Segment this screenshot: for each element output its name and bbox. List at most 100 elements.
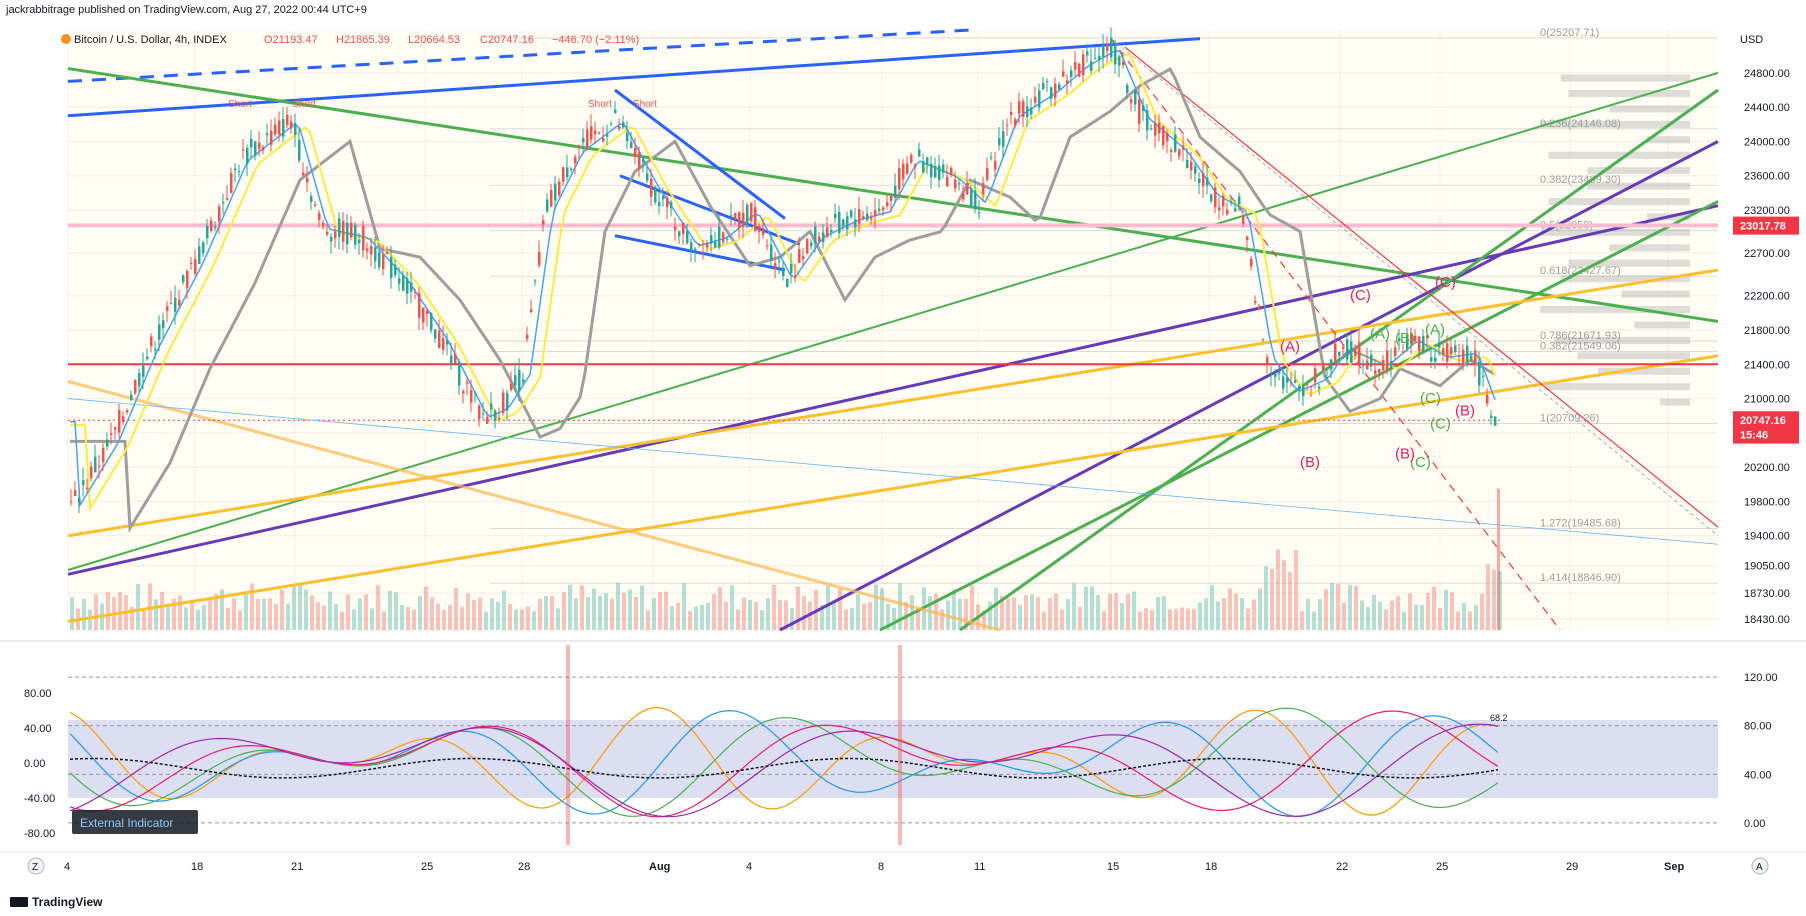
- fib-label-0: 0(25207.71): [1540, 27, 1599, 39]
- chart-frame[interactable]: 0(25207.71) 0.236(24146.08) 0.382(23489.30…: [0, 20, 1806, 890]
- volume-bar: [1264, 565, 1268, 630]
- auto-scale-button[interactable]: A: [1751, 857, 1769, 875]
- publisher-line: jackrabbitrage published on TradingView.…: [6, 4, 367, 16]
- candle-body: [1014, 119, 1017, 126]
- candle-body: [814, 226, 817, 244]
- volume-bar: [106, 592, 110, 630]
- x-tick-label-2: 21: [291, 861, 303, 873]
- indicator-title: External Indicator: [80, 816, 173, 830]
- candle-body: [962, 193, 965, 200]
- candle-body: [538, 252, 541, 266]
- candle-body: [1402, 351, 1405, 354]
- candle-body: [966, 183, 969, 195]
- volume-bar: [952, 589, 956, 630]
- tradingview-logo[interactable]: TradingView: [10, 895, 102, 909]
- candle-body: [298, 140, 301, 161]
- fib-label-6: 0.382(21549.06): [1540, 341, 1621, 353]
- volume-bar: [1288, 571, 1292, 630]
- candle-body: [674, 226, 677, 231]
- x-tick-label-5: Aug: [649, 861, 670, 873]
- ind-left-tick-2: 0.00: [24, 758, 45, 770]
- y-tick-label-6: 22200.00: [1744, 291, 1790, 303]
- volume-bar: [244, 591, 248, 630]
- candle-body: [634, 147, 637, 158]
- volume-bar: [880, 588, 884, 630]
- indicator-layer: 68.2: [68, 645, 1718, 845]
- candle-layer: [70, 27, 1497, 513]
- candle-body: [558, 181, 561, 196]
- candle-body: [742, 212, 745, 227]
- volume-bar: [1372, 594, 1376, 630]
- candle-body: [1018, 101, 1021, 114]
- symbol-logo-icon: [61, 34, 71, 44]
- candle-body: [1138, 99, 1141, 124]
- candle-body: [1418, 336, 1421, 352]
- candle-body: [146, 356, 149, 360]
- volume-bar: [142, 608, 146, 630]
- volume-profile-bar: [1598, 367, 1690, 375]
- auto-scale-button-label: A: [1756, 862, 1763, 873]
- volume-bar: [394, 592, 398, 630]
- candle-body: [670, 202, 673, 209]
- candle-body: [1458, 355, 1461, 357]
- y-tick-label-15: 18730.00: [1744, 588, 1790, 600]
- volume-bar: [472, 599, 476, 630]
- volume-profile-bar: [1560, 275, 1690, 283]
- volume-profile-bar: [1548, 151, 1690, 159]
- candle-body: [602, 137, 605, 142]
- fib-layer: 0(25207.71) 0.236(24146.08) 0.382(23489.30…: [490, 27, 1718, 584]
- fib-label-2: 0.382(23489.30): [1540, 174, 1621, 186]
- candle-body: [1350, 341, 1353, 363]
- candle-body: [1134, 90, 1137, 105]
- candle-body: [714, 241, 717, 248]
- candle-body: [374, 247, 377, 262]
- candle-body: [522, 379, 525, 383]
- volume-bar: [736, 609, 740, 630]
- timezone-button[interactable]: Z: [27, 857, 45, 875]
- candle-body: [758, 225, 761, 232]
- volume-bar: [466, 593, 470, 630]
- candle-body: [862, 216, 865, 219]
- candle-body: [490, 403, 493, 410]
- bottom-bar: TradingView: [0, 890, 1806, 916]
- candle-body: [1182, 145, 1185, 150]
- candle-body: [1370, 354, 1373, 367]
- volume-bar: [184, 607, 188, 630]
- volume-bar: [442, 610, 446, 630]
- volume-bar: [346, 594, 350, 630]
- volume-bar: [520, 609, 524, 630]
- candle-body: [826, 227, 829, 237]
- volume-bar: [1366, 606, 1370, 630]
- candle-body: [1050, 87, 1053, 99]
- candle-body: [890, 195, 893, 201]
- candle-body: [866, 213, 869, 221]
- volume-bar: [1408, 593, 1412, 630]
- volume-bar: [1000, 595, 1004, 630]
- volume-bar: [514, 609, 518, 630]
- x-tick-label-11: 22: [1336, 861, 1348, 873]
- candle-body: [530, 309, 533, 313]
- volume-bar: [1492, 569, 1496, 630]
- candle-body: [830, 229, 833, 233]
- candle-body: [834, 213, 837, 219]
- candle-body: [182, 275, 185, 282]
- volume-bar: [802, 595, 806, 630]
- candle-body: [1430, 357, 1433, 362]
- candle-body: [970, 188, 973, 207]
- candle-body: [1442, 348, 1445, 355]
- chart-svg[interactable]: 0(25207.71) 0.236(24146.08) 0.382(23489.30…: [0, 20, 1806, 890]
- volume-bar: [1348, 584, 1352, 630]
- candle-body: [990, 157, 993, 159]
- candle-body: [258, 142, 261, 149]
- y-tick-label-5: 22700.00: [1744, 248, 1790, 260]
- volume-bar: [694, 606, 698, 630]
- candle-body: [574, 156, 577, 164]
- candle-body: [1106, 44, 1109, 52]
- volume-profile-bar: [1587, 182, 1690, 190]
- volume-bar: [1360, 600, 1364, 630]
- volume-bar: [1054, 593, 1058, 630]
- candle-body: [422, 307, 425, 323]
- volume-bar: [970, 585, 974, 630]
- price-label-bg-0: [1733, 216, 1799, 235]
- volume-bar: [1090, 586, 1094, 630]
